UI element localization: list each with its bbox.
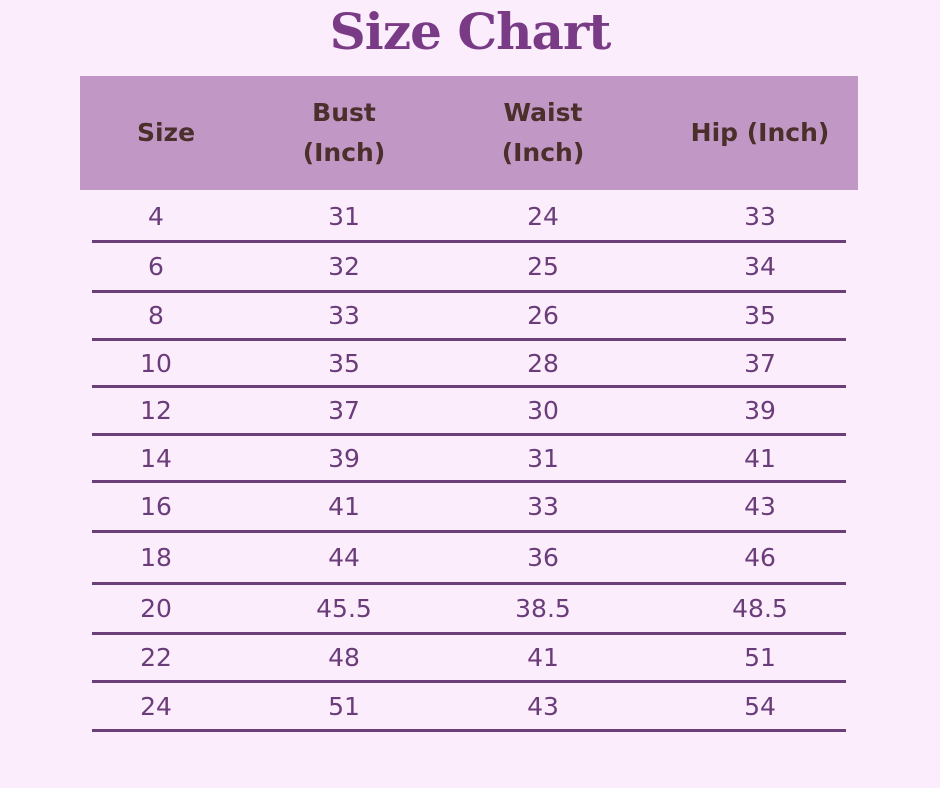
cell-size: 22 — [140, 643, 172, 672]
cell-hip: 51 — [744, 643, 776, 672]
table-row: 18 44 36 46 — [0, 533, 940, 585]
table-row: 12 37 30 39 — [0, 388, 940, 436]
column-header-waist: Waist (Inch) — [501, 98, 585, 167]
row-divider — [92, 729, 846, 732]
cell-bust: 51 — [328, 691, 360, 721]
cell-size: 20 — [140, 594, 172, 623]
page-title: Size Chart — [329, 2, 612, 61]
table-row: 16 41 33 43 — [0, 483, 940, 533]
row-divider — [92, 240, 846, 243]
cell-hip: 43 — [744, 492, 776, 521]
cell-hip: 35 — [744, 301, 776, 330]
table-row: 6 32 25 34 — [0, 243, 940, 293]
cell-bust: 32 — [328, 252, 360, 281]
cell-hip: 48.5 — [732, 594, 788, 623]
cell-waist: 43 — [527, 691, 559, 721]
cell-bust: 44 — [328, 543, 360, 572]
row-divider — [92, 530, 846, 533]
cell-size: 4 — [148, 202, 164, 231]
cell-waist: 31 — [527, 443, 559, 473]
cell-waist: 36 — [527, 543, 559, 572]
cell-size: 8 — [148, 301, 164, 330]
cell-hip: 37 — [744, 348, 776, 378]
cell-bust: 41 — [328, 492, 360, 521]
cell-waist: 24 — [527, 202, 559, 231]
row-divider — [92, 290, 846, 293]
cell-size: 18 — [140, 543, 172, 572]
cell-bust: 39 — [328, 443, 360, 473]
cell-bust: 33 — [328, 301, 360, 330]
cell-waist: 33 — [527, 492, 559, 521]
row-divider — [92, 582, 846, 585]
cell-waist: 26 — [527, 301, 559, 330]
row-divider — [92, 433, 846, 436]
cell-bust: 37 — [328, 396, 360, 425]
cell-waist: 38.5 — [515, 594, 571, 623]
cell-hip: 33 — [744, 202, 776, 231]
row-divider — [92, 480, 846, 483]
cell-size: 6 — [148, 252, 164, 281]
cell-waist: 41 — [527, 643, 559, 672]
column-header-hip: Hip (Inch) — [690, 118, 830, 147]
cell-bust: 35 — [328, 348, 360, 378]
cell-bust: 45.5 — [316, 594, 372, 623]
table-row: 4 31 24 33 — [0, 193, 940, 243]
cell-hip: 54 — [744, 691, 776, 721]
table-row: 10 35 28 37 — [0, 341, 940, 388]
cell-waist: 30 — [527, 396, 559, 425]
cell-waist: 25 — [527, 252, 559, 281]
cell-size: 16 — [140, 492, 172, 521]
table-row: 14 39 31 41 — [0, 436, 940, 483]
table-row: 20 45.5 38.5 48.5 — [0, 585, 940, 635]
cell-hip: 34 — [744, 252, 776, 281]
cell-hip: 41 — [744, 443, 776, 473]
column-header-bust: Bust (Inch) — [302, 98, 386, 167]
table-header: Size Bust (Inch) Waist (Inch) Hip (Inch) — [80, 76, 858, 190]
table-row: 8 33 26 35 — [0, 293, 940, 341]
table-row: 22 48 41 51 — [0, 635, 940, 683]
row-divider — [92, 338, 846, 341]
cell-size: 12 — [140, 396, 172, 425]
row-divider — [92, 632, 846, 635]
row-divider — [92, 385, 846, 388]
cell-bust: 31 — [328, 202, 360, 231]
cell-size: 14 — [140, 443, 172, 473]
cell-hip: 46 — [744, 543, 776, 572]
cell-bust: 48 — [328, 643, 360, 672]
column-header-size: Size — [136, 118, 196, 147]
table-row: 24 51 43 54 — [0, 683, 940, 732]
cell-waist: 28 — [527, 348, 559, 378]
cell-size: 24 — [140, 691, 172, 721]
row-divider — [92, 680, 846, 683]
cell-size: 10 — [140, 348, 172, 378]
cell-hip: 39 — [744, 396, 776, 425]
